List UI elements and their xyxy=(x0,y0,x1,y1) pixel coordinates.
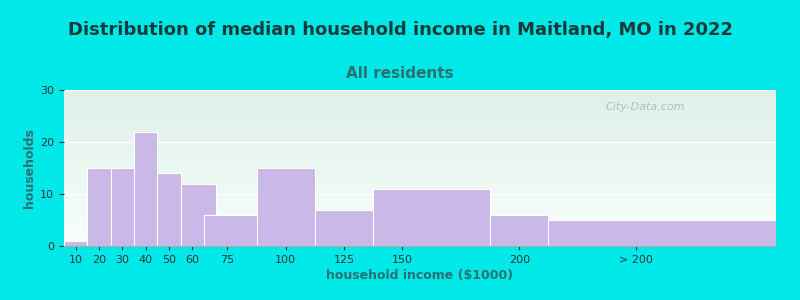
Bar xyxy=(87,168,110,246)
Bar xyxy=(548,220,782,246)
Bar xyxy=(110,168,134,246)
Bar xyxy=(490,215,548,246)
Text: Distribution of median household income in Maitland, MO in 2022: Distribution of median household income … xyxy=(67,21,733,39)
Bar xyxy=(315,210,374,246)
X-axis label: household income ($1000): household income ($1000) xyxy=(326,269,514,282)
Bar xyxy=(204,215,262,246)
Text: All residents: All residents xyxy=(346,66,454,81)
Bar xyxy=(257,168,315,246)
Bar xyxy=(181,184,216,246)
Bar xyxy=(158,173,181,246)
Text: City-Data.com: City-Data.com xyxy=(605,103,685,112)
Bar xyxy=(134,132,158,246)
Bar xyxy=(374,189,490,246)
Bar xyxy=(64,241,87,246)
Y-axis label: households: households xyxy=(23,128,36,208)
